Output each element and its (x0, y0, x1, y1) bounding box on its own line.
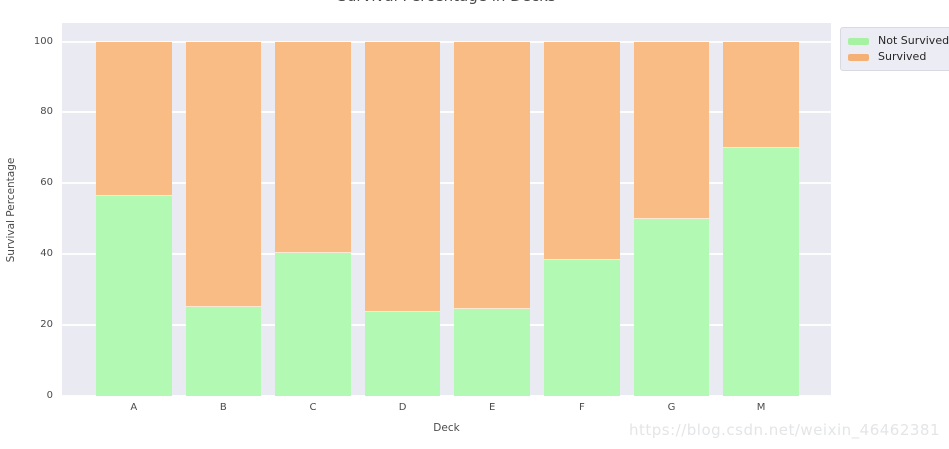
y-axis-label: Survival Percentage (5, 157, 17, 263)
x-tick-label: F (578, 402, 585, 413)
x-axis-label: Deck (433, 422, 460, 434)
bar-segment-not-survived (364, 311, 441, 396)
gridline (62, 324, 831, 327)
bar-f (544, 41, 620, 396)
x-tick-label: D (398, 402, 407, 413)
bar-segment-survived (544, 41, 620, 260)
x-tick-label: C (309, 402, 317, 413)
bar-segment-survived (185, 41, 262, 307)
bar-a (96, 41, 172, 396)
x-tick-label: G (667, 402, 676, 413)
bar-b (185, 41, 262, 396)
legend-label: Not Survived (878, 34, 949, 47)
gridline (62, 253, 831, 256)
bar-segment-not-survived (185, 306, 262, 396)
legend: Not Survived Survived (840, 27, 949, 71)
bar-m (723, 41, 799, 396)
y-tick-label: 0 (46, 390, 53, 401)
legend-item: Survived (848, 50, 949, 64)
legend-swatch-icon (848, 37, 869, 45)
gridline (62, 395, 831, 397)
legend-items: Not Survived Survived (848, 34, 949, 64)
y-tick-label: 40 (40, 248, 53, 260)
bar-segment-not-survived (633, 219, 710, 396)
x-tick-label: E (489, 402, 496, 413)
bar-segment-survived (454, 41, 530, 309)
watermark: https://blog.csdn.net/weixin_46462381 (628, 421, 940, 439)
legend-swatch-icon (848, 53, 869, 61)
gridline (62, 40, 831, 43)
plot-area (62, 23, 831, 397)
y-tick-label: 20 (40, 319, 53, 331)
bar-d (364, 41, 441, 396)
y-tick-label: 100 (33, 35, 53, 47)
gridline (62, 111, 831, 114)
y-tick-label: 60 (40, 177, 53, 189)
bar-segment-survived (364, 41, 441, 312)
x-tick-label: M (756, 402, 766, 413)
chart-title: Survival Percentage in Decks (62, 0, 831, 5)
bar-segment-not-survived (454, 308, 530, 396)
bar-segment-not-survived (96, 195, 172, 396)
bar-segment-survived (723, 41, 799, 148)
bar-segment-survived (275, 41, 351, 253)
bar-segment-not-survived (544, 259, 620, 396)
bar-segment-survived (633, 41, 710, 220)
bar-segment-not-survived (275, 252, 351, 396)
legend-item: Not Survived (848, 34, 949, 48)
bar-segment-not-survived (723, 147, 799, 396)
x-tick-label: B (219, 402, 227, 413)
legend-label: Survived (878, 50, 927, 63)
bar-c (275, 41, 351, 396)
bar-segment-survived (96, 41, 172, 196)
x-tick-label: A (130, 402, 138, 413)
y-tick-label: 80 (40, 106, 53, 118)
bar-g (633, 41, 710, 396)
gridline (62, 182, 831, 185)
bar-e (454, 41, 530, 396)
